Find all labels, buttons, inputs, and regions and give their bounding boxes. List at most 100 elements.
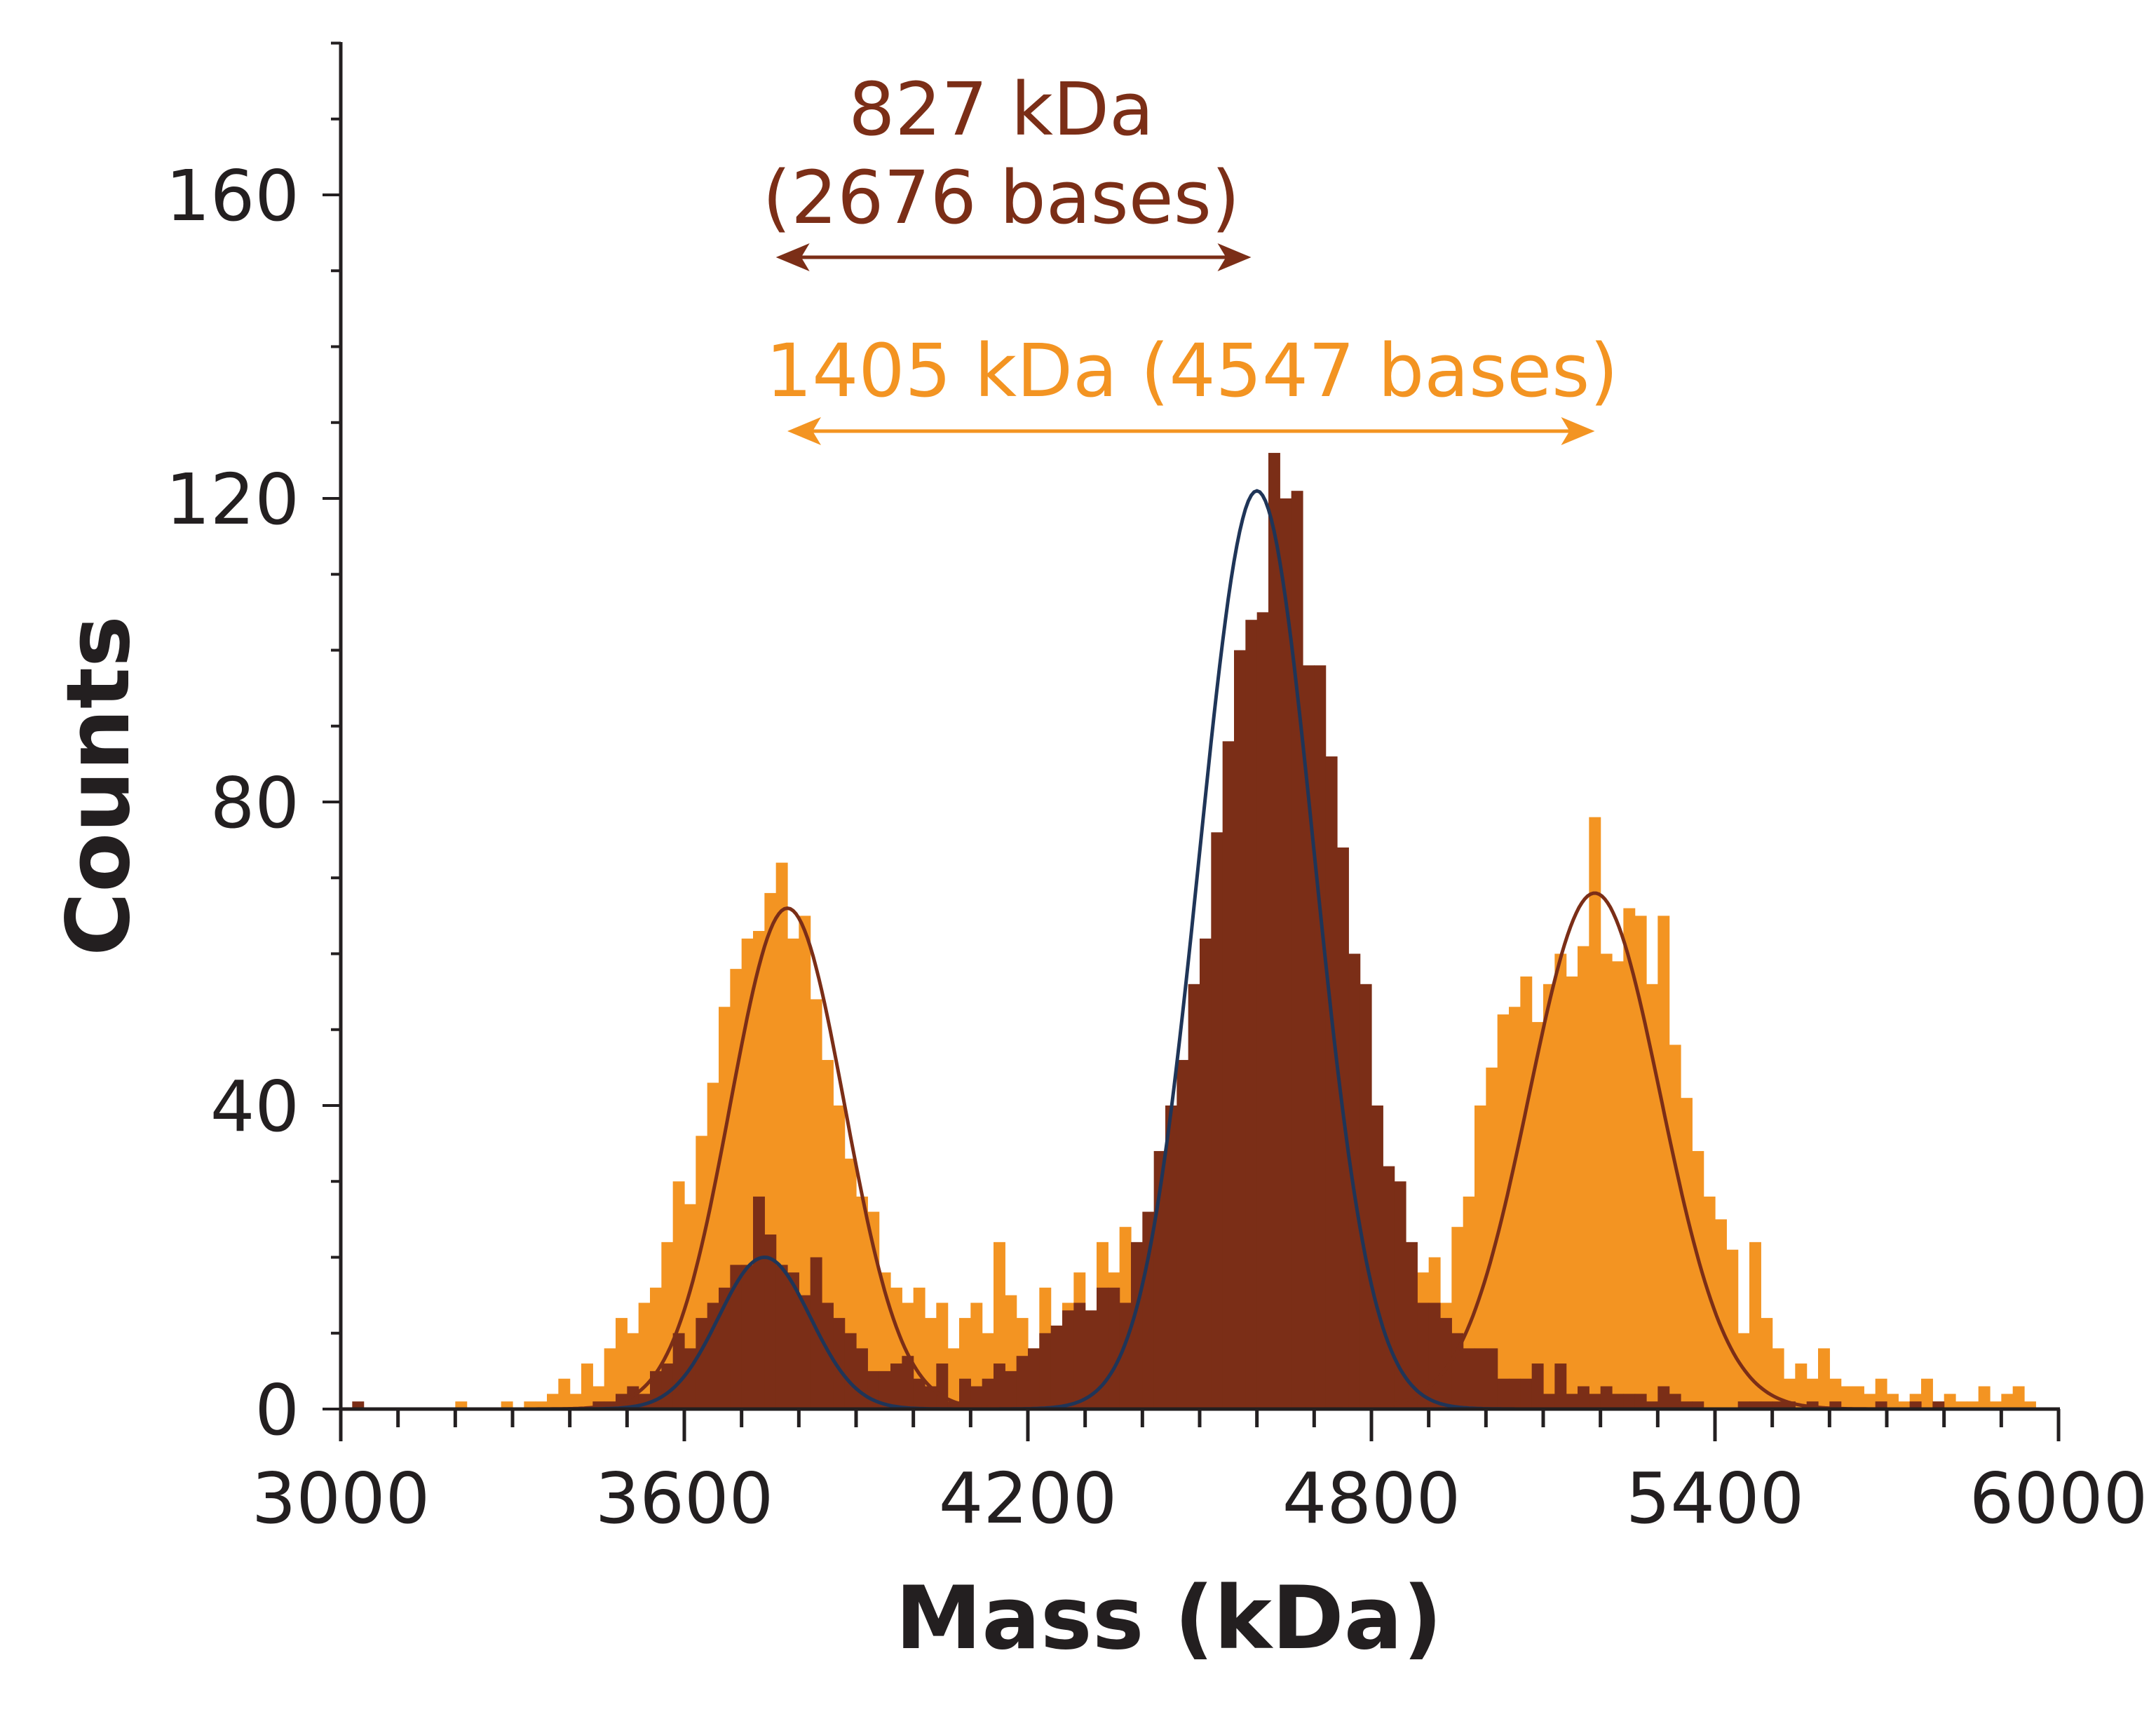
histogram-bar — [1566, 1394, 1578, 1409]
histogram-bar — [1543, 1394, 1555, 1409]
histogram-bar — [1715, 1219, 1727, 1409]
histogram-bar — [1520, 976, 1533, 1409]
histogram-bar — [1509, 1007, 1521, 1409]
histogram-bar — [1348, 953, 1361, 1409]
y-tick-label: 0 — [255, 1369, 299, 1451]
histogram-bar — [982, 1378, 994, 1409]
histogram-bar — [1600, 1386, 1613, 1409]
histogram-bar — [753, 1196, 765, 1409]
histogram-bar — [1543, 984, 1555, 1409]
histogram-bar — [581, 1363, 593, 1409]
histogram-bar — [2001, 1394, 2014, 1409]
histogram-bar — [730, 1265, 743, 1409]
x-axis-label: Mass (kDa) — [895, 1568, 1442, 1669]
histogram-bar — [994, 1363, 1005, 1409]
histogram-bar — [1840, 1386, 1853, 1409]
histogram-bar — [1028, 1348, 1040, 1409]
histogram-bar — [1474, 1348, 1486, 1409]
histogram-bar — [1337, 847, 1349, 1409]
x-tick-label: 4800 — [1282, 1457, 1461, 1539]
x-tick-label: 3000 — [252, 1457, 430, 1539]
histogram-bar — [1898, 1401, 1911, 1409]
annotation-arrows — [775, 243, 1595, 445]
histogram-bar — [1497, 1378, 1510, 1409]
histogram-bar — [1669, 1394, 1681, 1409]
histogram-bar — [856, 1348, 868, 1409]
histogram-bar — [1520, 1378, 1533, 1409]
histogram-bar — [616, 1318, 628, 1409]
histogram-bar — [1222, 741, 1235, 1409]
histogram-bar — [1394, 1181, 1406, 1409]
histogram-bar — [1909, 1401, 1922, 1409]
histogram-bar — [1749, 1242, 1761, 1409]
histogram-bar — [1578, 946, 1589, 1409]
histogram-bar — [2024, 1401, 2036, 1409]
histogram-bar — [1692, 1150, 1704, 1409]
histogram-bar — [1165, 1106, 1177, 1409]
histogram-bar — [1314, 665, 1327, 1409]
histogram-bar — [1486, 1067, 1498, 1409]
histogram-bar — [696, 1318, 708, 1409]
histogram-bar — [1772, 1348, 1784, 1409]
histogram-bar — [1646, 984, 1658, 1409]
histogram-bar — [1829, 1401, 1842, 1409]
histogram-bar — [1978, 1386, 1991, 1409]
histogram-bar — [1486, 1348, 1498, 1409]
histogram-bar — [1864, 1394, 1876, 1409]
histogram-bar — [1944, 1394, 1956, 1409]
x-tick-label: 5400 — [1626, 1457, 1805, 1539]
histogram-bar — [1291, 491, 1303, 1409]
histogram-bar — [1646, 1401, 1658, 1409]
histogram-bar — [1612, 1394, 1624, 1409]
axes — [323, 41, 2061, 1441]
histogram-bar — [833, 1318, 846, 1409]
histogram-bar — [1703, 1196, 1716, 1409]
histogram-bar — [1875, 1401, 1887, 1409]
histogram-bar — [787, 1272, 799, 1409]
histogram-bar — [1200, 938, 1212, 1409]
annotation-brown-line2: (2676 bases) — [763, 155, 1240, 240]
histogram-bar — [547, 1394, 559, 1409]
histogram-bar — [1578, 1386, 1589, 1409]
histogram-bar — [638, 1302, 651, 1409]
histogram-bar — [1990, 1401, 2002, 1409]
histogram-bar — [764, 1234, 777, 1409]
histogram-bar — [1245, 620, 1258, 1410]
histogram-bar — [455, 1401, 468, 1409]
histogram-bar — [707, 1302, 719, 1409]
histogram-bar — [535, 1401, 548, 1409]
histogram-bar — [1131, 1242, 1143, 1409]
histogram-bar — [1589, 817, 1601, 1409]
histogram-bar — [1681, 1098, 1693, 1409]
histogram-bar — [558, 1378, 571, 1409]
histogram-bar — [1016, 1356, 1029, 1409]
histogram-bar — [1383, 1166, 1395, 1409]
y-tick-label: 80 — [210, 762, 299, 844]
histogram-bar — [1142, 1211, 1155, 1409]
histogram-bar — [1737, 1401, 1750, 1409]
histogram-bar — [1463, 1348, 1475, 1409]
histogram-bar — [1612, 961, 1624, 1409]
histogram-bar — [1932, 1401, 1945, 1409]
histogram-bar — [1531, 1021, 1544, 1409]
histogram-bar — [1681, 1401, 1693, 1409]
histogram-bar — [661, 1363, 674, 1409]
histogram-series-brown — [352, 453, 1945, 1410]
tick-labels: 3000 3600 4200 4800 5400 6000 0 40 80 120 160 — [165, 155, 2148, 1539]
histogram-bar — [1073, 1302, 1086, 1409]
histogram-bar — [1726, 1249, 1739, 1409]
histogram-bar — [1623, 1394, 1636, 1409]
arrowhead-right — [1217, 243, 1252, 271]
arrowhead-right — [1561, 417, 1595, 445]
histogram-bar — [501, 1401, 513, 1409]
histogram-bar — [970, 1302, 983, 1409]
histogram-bar — [1921, 1378, 1933, 1409]
histogram-bar — [1303, 665, 1315, 1409]
histogram-bar — [1371, 1106, 1383, 1409]
histogram-bar — [1784, 1401, 1796, 1409]
histogram-bar — [810, 1257, 822, 1409]
histogram-bar — [1119, 1302, 1132, 1409]
gaussian-fit-curve — [529, 906, 1045, 1411]
histogram-bar — [1749, 1401, 1761, 1409]
